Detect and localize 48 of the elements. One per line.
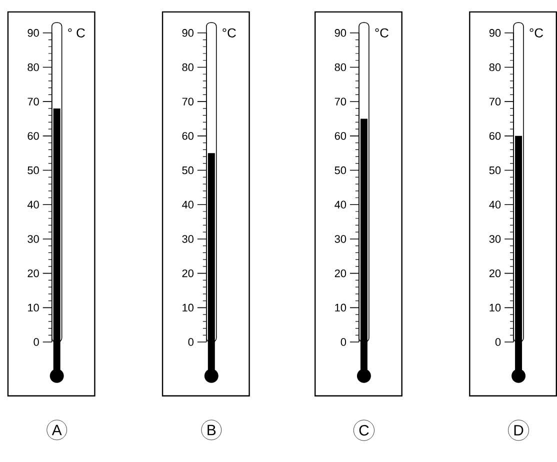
y-axis-title: °C <box>375 28 388 38</box>
y-tick-label: 0 <box>188 338 194 346</box>
y-tick-label: 0 <box>340 338 346 346</box>
y-tick-label: 90 <box>334 29 346 37</box>
y-tick-label: 80 <box>182 64 194 72</box>
y-tick-label: 90 <box>489 29 501 37</box>
x-tick-label: C <box>359 425 369 436</box>
y-tick-label: 30 <box>28 235 39 243</box>
y-tick-label: 40 <box>27 200 39 209</box>
y-tick-label: 20 <box>334 270 346 278</box>
x-tick-label: B <box>208 424 216 436</box>
y-tick-label: 10 <box>28 304 39 312</box>
x-tick-label: D <box>514 425 524 436</box>
y-axis-title: °C <box>222 28 236 38</box>
y-tick-label: 20 <box>489 270 501 278</box>
y-tick-label: 0 <box>495 338 501 346</box>
y-tick-label: 10 <box>490 304 501 312</box>
y-tick-label: 20 <box>182 270 194 278</box>
y-tick-label: 60 <box>334 132 346 140</box>
y-tick-label: 70 <box>489 98 501 106</box>
y-tick-label: 20 <box>28 270 39 278</box>
y-tick-label: 80 <box>28 64 39 72</box>
y-tick-label: 40 <box>334 200 346 209</box>
y-tick-label: 10 <box>335 304 346 312</box>
y-tick-label: 10 <box>182 304 194 312</box>
y-tick-label: 90 <box>28 29 39 37</box>
y-tick-label: 90 <box>182 29 194 37</box>
y-axis-title: °C <box>530 28 544 38</box>
y-tick-label: 50 <box>489 166 501 174</box>
y-tick-label: 80 <box>334 64 346 72</box>
y-tick-label: 60 <box>28 132 39 140</box>
y-tick-label: 50 <box>334 166 346 174</box>
y-tick-label: 80 <box>489 64 501 72</box>
x-tick-label: A <box>52 424 62 436</box>
y-tick-label: 30 <box>182 235 194 243</box>
y-tick-label: 50 <box>182 166 194 174</box>
y-tick-label: 30 <box>334 235 346 243</box>
y-tick-label: 60 <box>489 132 501 140</box>
y-tick-label: 60 <box>182 132 194 140</box>
y-tick-label: 70 <box>182 98 194 106</box>
y-tick-label: 40 <box>182 200 194 209</box>
y-axis-title: ° C <box>68 28 85 38</box>
y-tick-label: 50 <box>28 166 39 174</box>
y-tick-label: 0 <box>34 338 39 346</box>
y-tick-label: 30 <box>489 235 501 243</box>
y-tick-label: 70 <box>334 98 346 106</box>
y-tick-label: 70 <box>28 98 39 106</box>
y-tick-label: 40 <box>489 200 501 209</box>
